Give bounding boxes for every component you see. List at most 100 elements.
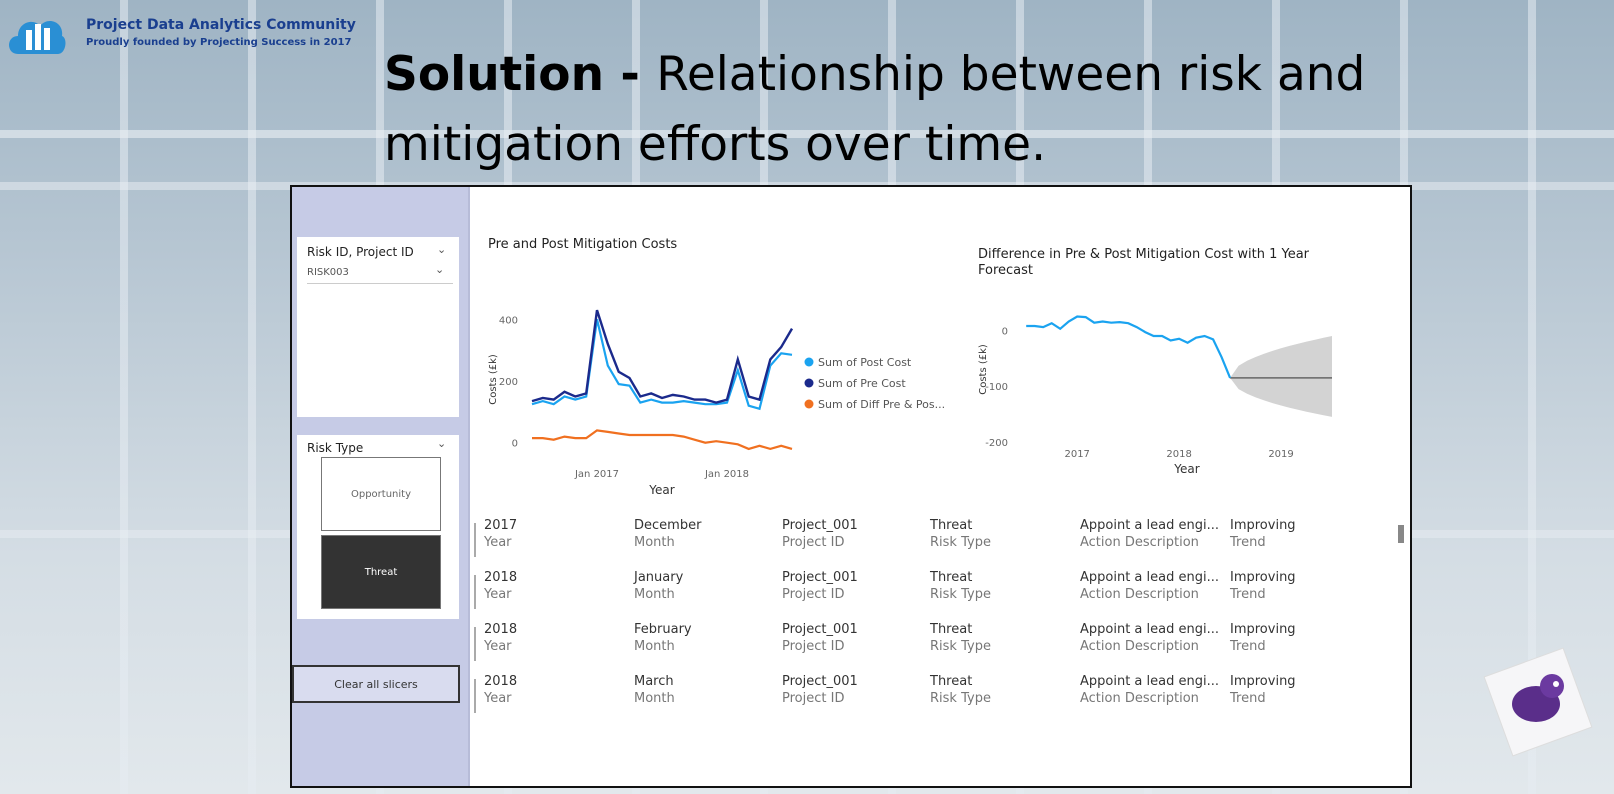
cell-value: Appoint a lead engi...: [1080, 622, 1219, 637]
cell-label: Trend: [1230, 587, 1266, 602]
table-cell: Threat Risk Type: [930, 673, 991, 707]
forecast-band: [1230, 336, 1332, 417]
cell-value: Appoint a lead engi...: [1080, 570, 1219, 585]
tile-opportunity[interactable]: Opportunity: [321, 457, 441, 531]
brand-subtitle: Proudly founded by Projecting Success in…: [86, 37, 352, 48]
table-row[interactable]: 2018 Year January Month Project_001 Project I…: [474, 569, 1384, 613]
table-cell: 2018 Year: [484, 621, 517, 655]
cell-label: Trend: [1230, 691, 1266, 706]
cell-label: Month: [634, 587, 675, 602]
cell-label: Action Description: [1080, 587, 1199, 602]
series-line-0: [531, 319, 793, 411]
cell-value: March: [634, 674, 674, 689]
cell-value: Improving: [1230, 674, 1296, 689]
table-scrollbar[interactable]: [1398, 525, 1404, 543]
table-cell: Project_001 Project ID: [782, 517, 858, 551]
x-tick-label: Jan 2017: [574, 469, 619, 480]
slide-title-text: Relationship between risk and mitigation…: [384, 47, 1366, 172]
legend-label-1: Sum of Pre Cost: [818, 377, 906, 390]
pre-post-cost-chart: 0 200 400 Jan 2017 Jan 2018 Year Costs (£k) Sum…: [488, 309, 945, 497]
cell-label: Project ID: [782, 535, 845, 550]
row-accent-bar: [474, 575, 476, 609]
mascot-sticker: [1483, 647, 1593, 757]
cell-value: 2018: [484, 570, 518, 585]
cell-label: Risk Type: [930, 639, 991, 654]
cell-label: Year: [484, 691, 512, 706]
y-tick-label: -200: [985, 438, 1008, 449]
legend-label-0: Sum of Post Cost: [818, 356, 912, 369]
table-cell: Appoint a lead engi... Action Description: [1080, 569, 1219, 603]
cell-value: Appoint a lead engi...: [1080, 674, 1219, 689]
table-row[interactable]: 2018 Year March Month Project_001 Project ID T…: [474, 673, 1384, 717]
cell-label: Month: [634, 691, 675, 706]
slide-title: Solution - Relationship between risk and…: [384, 40, 1424, 180]
row-accent-bar: [474, 627, 476, 661]
chevron-down-icon[interactable]: ⌄: [437, 243, 447, 256]
y-tick-label: 400: [499, 315, 518, 326]
risk-id-dropdown-value: RISK003: [307, 267, 349, 278]
slicer-title-risk-type: Risk Type: [307, 441, 364, 455]
cell-value: Project_001: [782, 674, 858, 689]
clear-all-slicers-button[interactable]: Clear all slicers: [292, 665, 460, 703]
risk-id-dropdown[interactable]: RISK003 ⌄: [307, 263, 453, 284]
cell-value: January: [634, 570, 684, 585]
cell-value: Improving: [1230, 518, 1296, 533]
table-row[interactable]: 2017 Year December Month Project_001 Project …: [474, 517, 1384, 561]
cell-label: Risk Type: [930, 587, 991, 602]
table-cell: Threat Risk Type: [930, 517, 991, 551]
cell-label: Risk Type: [930, 535, 991, 550]
cell-label: Action Description: [1080, 535, 1199, 550]
cell-label: Year: [484, 587, 512, 602]
slicer-panel: Risk ID, Project ID ⌄ RISK003 ⌄ Risk Typ…: [292, 187, 468, 786]
y-axis-label: Costs (£k): [978, 344, 989, 395]
table-cell: Improving Trend: [1230, 621, 1296, 655]
cell-label: Trend: [1230, 639, 1266, 654]
table-cell: Appoint a lead engi... Action Description: [1080, 517, 1219, 551]
cell-value: 2017: [484, 518, 518, 533]
row-accent-bar: [474, 523, 476, 557]
tile-threat[interactable]: Threat: [321, 535, 441, 609]
cell-label: Year: [484, 639, 512, 654]
cell-value: Threat: [930, 674, 973, 689]
cell-label: Month: [634, 639, 675, 654]
panel-divider: [468, 187, 470, 786]
chart2-title: Difference in Pre & Post Mitigation Cost…: [978, 247, 1309, 278]
cell-value: February: [634, 622, 692, 637]
cell-value: December: [634, 518, 702, 533]
table-cell: Threat Risk Type: [930, 621, 991, 655]
legend-marker-2: [804, 399, 814, 409]
cell-value: Threat: [930, 518, 973, 533]
table-cell: December Month: [634, 517, 701, 551]
slide-title-bold: Solution -: [384, 47, 657, 102]
table-cell: Improving Trend: [1230, 517, 1296, 551]
legend-marker-0: [804, 357, 814, 367]
table-cell: February Month: [634, 621, 692, 655]
x-tick-label: Jan 2018: [704, 469, 749, 480]
report-frame: Risk ID, Project ID ⌄ RISK003 ⌄ Risk Typ…: [290, 185, 1412, 788]
series-line-2: [532, 429, 793, 451]
table-cell: 2017 Year: [484, 517, 517, 551]
legend-marker-1: [804, 378, 814, 388]
cell-label: Year: [484, 535, 512, 550]
table-row[interactable]: 2018 Year February Month Project_001 Project …: [474, 621, 1384, 665]
cell-value: Threat: [930, 622, 973, 637]
table-cell: Improving Trend: [1230, 569, 1296, 603]
y-tick-label: 0: [512, 439, 518, 450]
chevron-down-icon[interactable]: ⌄: [437, 437, 447, 450]
x-axis-label: Year: [1173, 462, 1199, 476]
table-cell: Improving Trend: [1230, 673, 1296, 707]
difference-line: [1026, 315, 1232, 379]
cell-label: Action Description: [1080, 691, 1199, 706]
x-tick-label: 2018: [1166, 449, 1191, 460]
table-cell: January Month: [634, 569, 683, 603]
table-cell: Project_001 Project ID: [782, 621, 858, 655]
table-cell: March Month: [634, 673, 675, 707]
cell-value: Project_001: [782, 622, 858, 637]
legend-label-2: Sum of Diff Pre & Pos...: [818, 398, 945, 411]
table-cell: Project_001 Project ID: [782, 569, 858, 603]
cell-label: Action Description: [1080, 639, 1199, 654]
cell-value: Project_001: [782, 518, 858, 533]
cell-value: Project_001: [782, 570, 858, 585]
forecast-chart: 0 -100 -200 2017 2018 2019 Year Costs (£k): [978, 315, 1332, 476]
cell-label: Project ID: [782, 691, 845, 706]
